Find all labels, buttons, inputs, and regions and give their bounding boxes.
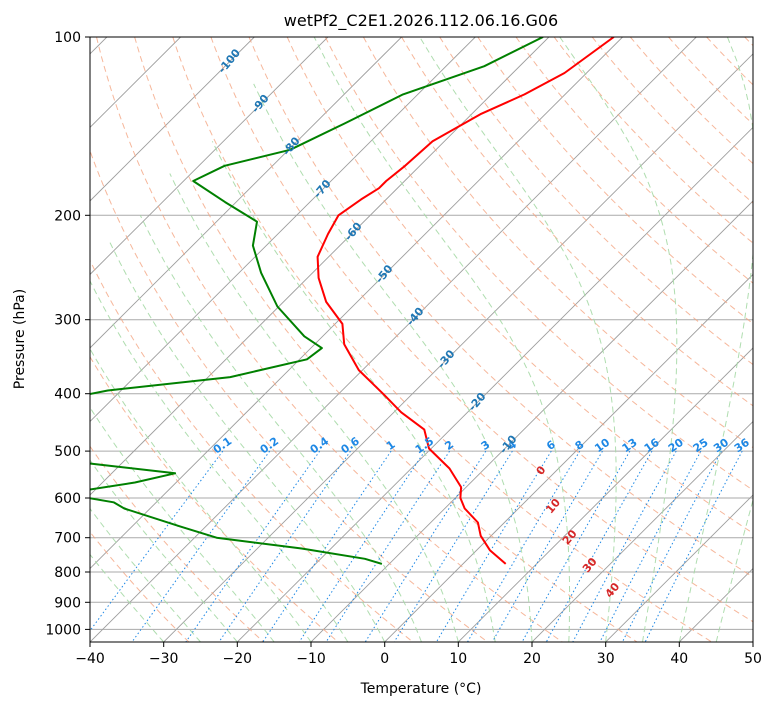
- y-tick-label: 900: [54, 595, 81, 611]
- y-tick-label: 300: [54, 313, 81, 329]
- isotherm-line: [90, 37, 623, 570]
- isotherm-line: [384, 273, 753, 642]
- dry-adiabat-line: [172, 37, 712, 642]
- isotherm-line: [531, 420, 753, 642]
- moist-adiabat-line: [90, 406, 275, 642]
- dry-adiabat-line: [90, 355, 339, 642]
- moist-adiabat-line: [419, 37, 617, 642]
- moist-adiabat-line: [678, 37, 753, 642]
- isotherm-line: [90, 37, 550, 496]
- moist-adiabat-line: [211, 141, 496, 642]
- y-tick-label: 100: [54, 30, 81, 46]
- dry-adiabat-line: [96, 37, 563, 642]
- y-tick-label: 600: [54, 491, 81, 507]
- x-tick-label: 30: [597, 651, 615, 667]
- moist-adiabat-line: [90, 507, 201, 642]
- dry-adiabat-line: [401, 37, 753, 407]
- mixing-ratio-line: [364, 450, 487, 642]
- dry-adiabat-line: [90, 259, 414, 642]
- dry-adiabat-line: [134, 37, 638, 642]
- moist-adiabat-line: [559, 37, 678, 642]
- mixing-ratio-line: [185, 450, 321, 642]
- mixing-ratio-line: [393, 450, 513, 642]
- y-tick-label: 1000: [45, 622, 81, 638]
- isotherm-line: [90, 37, 255, 202]
- dry-adiabat-line: [362, 37, 753, 449]
- isotherm-line: [90, 37, 697, 642]
- moist-adiabat-line: [90, 279, 349, 642]
- dewpoint-profile-line: [90, 37, 544, 565]
- y-tick-label: 500: [54, 444, 81, 460]
- dry-adiabat-line: [439, 37, 753, 366]
- isotherm-line: [90, 37, 402, 349]
- moist-adiabat-line: [313, 37, 571, 642]
- mixing-ratio-line: [599, 450, 702, 642]
- plot-area: [90, 37, 753, 642]
- dry-adiabat-line: [286, 37, 753, 534]
- mixing-ratio-line: [621, 450, 722, 642]
- dry-adiabat-line: [591, 37, 753, 204]
- isotherm-line: [457, 347, 753, 642]
- dry-adiabat-line: [210, 37, 753, 623]
- x-tick-label: −20: [223, 651, 253, 667]
- chart-title: wetPf2_C2E1.2026.112.06.16.G06: [284, 11, 558, 31]
- x-axis-label: Temperature (°C): [360, 681, 482, 697]
- x-tick-label: 10: [449, 651, 467, 667]
- mixing-ratio-line: [491, 450, 603, 642]
- mixing-ratio-line: [467, 450, 581, 642]
- temperature-profile-line: [316, 37, 615, 565]
- dry-adiabat-line: [324, 37, 753, 491]
- isotherm-line: [605, 494, 753, 642]
- x-tick-label: 20: [523, 651, 541, 667]
- mixing-ratio-line: [131, 450, 271, 642]
- y-tick-label: 200: [54, 208, 81, 224]
- y-tick-label: 700: [54, 531, 81, 547]
- moist-adiabat-line: [715, 498, 753, 642]
- isotherm-line: [90, 37, 476, 423]
- moist-adiabat-line: [139, 215, 422, 642]
- isotherm-line: [236, 126, 753, 642]
- y-tick-label: 800: [54, 565, 81, 581]
- mixing-ratio-line: [435, 450, 552, 642]
- x-tick-label: −40: [75, 651, 105, 667]
- y-axis-label: Pressure (hPa): [12, 289, 28, 389]
- moist-adiabat-line: [108, 239, 386, 642]
- isotherm-line: [90, 37, 329, 276]
- moist-adiabat-line: [90, 459, 238, 642]
- y-tick-label: 400: [54, 387, 81, 403]
- dry-adiabat-line: [553, 37, 753, 244]
- plot-frame: [89, 36, 754, 643]
- x-tick-label: 40: [670, 651, 688, 667]
- x-tick-label: −10: [296, 651, 326, 667]
- mixing-ratio-line: [521, 450, 631, 642]
- dry-adiabat-line: [90, 445, 264, 642]
- x-tick-label: 0: [380, 651, 389, 667]
- dry-adiabat-line: [248, 37, 753, 578]
- moist-adiabat-line: [169, 173, 459, 642]
- mixing-ratio-line: [572, 450, 677, 642]
- isotherm-line: [163, 53, 753, 642]
- x-tick-label: 50: [744, 651, 762, 667]
- moist-adiabat-line: [253, 83, 533, 642]
- x-tick-label: −30: [149, 651, 179, 667]
- axis-ticks: −40 −30 −20 −10 0 10 20 30 40 50 100 200 300 400 500 60…: [45, 30, 762, 667]
- mixing-ratio-line: [545, 450, 653, 642]
